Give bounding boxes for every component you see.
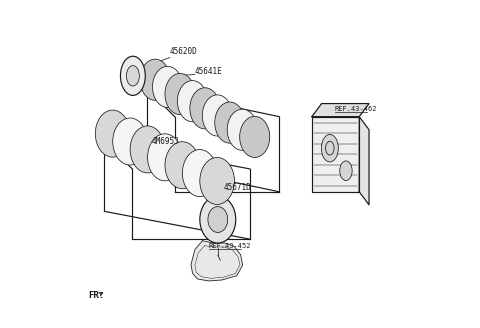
Ellipse shape: [147, 134, 182, 181]
Ellipse shape: [340, 161, 352, 180]
Text: 4M695J: 4M695J: [152, 137, 180, 146]
Ellipse shape: [190, 88, 220, 129]
Polygon shape: [191, 241, 242, 281]
Ellipse shape: [227, 109, 257, 150]
Ellipse shape: [240, 116, 270, 157]
Text: 45641E: 45641E: [194, 67, 222, 76]
Text: 45671D: 45671D: [224, 183, 252, 192]
Polygon shape: [312, 104, 369, 117]
Text: REF.43-452: REF.43-452: [209, 243, 252, 249]
Ellipse shape: [96, 110, 130, 157]
Ellipse shape: [153, 66, 182, 108]
Text: FR.: FR.: [88, 291, 104, 299]
Ellipse shape: [202, 95, 232, 136]
Ellipse shape: [120, 56, 145, 95]
Ellipse shape: [178, 81, 207, 122]
Ellipse shape: [215, 102, 245, 143]
Bar: [312, 117, 359, 192]
Ellipse shape: [321, 134, 338, 162]
Ellipse shape: [165, 73, 195, 114]
Ellipse shape: [165, 142, 200, 189]
Ellipse shape: [126, 66, 139, 86]
Ellipse shape: [113, 118, 147, 165]
Ellipse shape: [130, 126, 165, 173]
Ellipse shape: [182, 150, 217, 196]
Ellipse shape: [200, 196, 236, 243]
Polygon shape: [359, 117, 369, 205]
Text: REF.43-462: REF.43-462: [335, 106, 377, 112]
Text: 45620D: 45620D: [170, 47, 198, 56]
Ellipse shape: [140, 59, 170, 100]
Ellipse shape: [200, 157, 234, 204]
Ellipse shape: [208, 207, 228, 233]
